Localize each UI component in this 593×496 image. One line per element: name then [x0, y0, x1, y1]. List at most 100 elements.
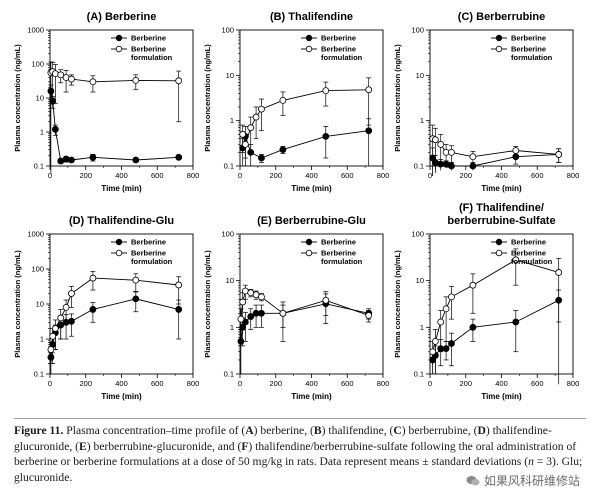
y-axis-label: Plasma concentration (ng/mL) [203, 44, 212, 152]
series-formulation [47, 271, 183, 364]
error-bar [63, 299, 69, 323]
legend-label: Berberine [321, 34, 356, 43]
data-point [512, 147, 520, 154]
data-point [132, 156, 140, 164]
x-axis-label: Time (min) [101, 184, 142, 193]
data-point [555, 151, 563, 158]
caption-label: Figure 11. [14, 424, 64, 437]
caption-segment: Plasma concentration–time profile of ( [63, 424, 246, 437]
error-bar [253, 106, 259, 140]
error-bar [513, 310, 519, 353]
caption-text: Figure 11. Plasma concentration–time pro… [14, 418, 588, 485]
data-point [258, 105, 265, 113]
caption-segment: ) thalifendine-glucuronide, ( [14, 424, 552, 453]
data-point [252, 113, 260, 121]
data-point [247, 313, 255, 320]
x-tick-label: 600 [341, 171, 354, 180]
x-tick-label: 0 [428, 379, 432, 388]
x-axis-label: Time (min) [101, 392, 142, 401]
x-tick-label: 200 [79, 171, 92, 180]
caption-segment: D [477, 424, 486, 437]
y-tick-label: 1 [40, 128, 44, 137]
data-point [175, 281, 183, 289]
error-bar [448, 286, 454, 320]
data-point [175, 153, 183, 161]
legend-marker [115, 34, 123, 42]
legend-label: Berberine [511, 34, 546, 43]
legend-label: Berberine [511, 249, 546, 258]
error-bar [470, 273, 476, 314]
x-axis-label: Time (min) [481, 184, 522, 193]
y-tick-label: 100 [31, 265, 44, 274]
data-point [237, 315, 245, 323]
y-tick-label: 100 [411, 26, 424, 35]
error-bar [48, 61, 54, 174]
data-point [247, 124, 255, 132]
legend-label: Berberine [131, 34, 166, 43]
data-point [175, 77, 183, 85]
error-bar [240, 124, 246, 153]
x-tick-label: 800 [567, 171, 580, 180]
series-berberine [237, 293, 373, 374]
x-tick-label: 400 [305, 379, 318, 388]
legend-marker [115, 249, 123, 257]
error-bar [448, 332, 454, 367]
legend-marker [115, 238, 123, 246]
caption-segment: = 3). Glu; glucuronide. [14, 455, 583, 484]
y-tick-label: 10 [36, 94, 44, 103]
error-bar [323, 81, 329, 107]
data-point [279, 96, 287, 104]
x-tick-label: 600 [531, 379, 544, 388]
y-tick-label: 10 [36, 300, 44, 309]
data-point [132, 295, 140, 303]
y-tick-label: 0.1 [224, 162, 234, 171]
y-tick-label: 1 [230, 323, 234, 332]
legend-marker [495, 238, 503, 246]
chart-title: (D) Thalifendine-Glu [69, 215, 174, 227]
y-tick-label: 0.1 [224, 370, 234, 379]
watermark: 如果风科研维修站 [462, 471, 583, 490]
x-tick-label: 0 [48, 171, 52, 180]
data-point [132, 76, 140, 84]
data-point [442, 305, 450, 313]
x-tick-label: 600 [151, 379, 164, 388]
data-point [429, 348, 437, 356]
x-axis-label: Time (min) [291, 184, 332, 193]
y-axis-label: Plasma concentration (ng/mL) [393, 44, 402, 152]
y-tick-label: 10 [226, 71, 234, 80]
data-point [365, 86, 373, 94]
data-point [431, 337, 439, 345]
error-bar [176, 299, 182, 340]
x-tick-label: 400 [305, 171, 318, 180]
data-point [431, 136, 439, 144]
data-point [68, 75, 75, 83]
series-line [240, 303, 369, 342]
series-formulation [429, 248, 563, 385]
y-tick-label: 0.1 [34, 370, 44, 379]
chart-title: (C) Berberrubine [458, 11, 545, 23]
error-bar [443, 296, 449, 342]
caption-segment: E [79, 439, 87, 453]
legend-label: Berberine [321, 45, 356, 54]
y-tick-label: 1 [40, 335, 44, 344]
caption-segment: ) berberrubine, ( [401, 424, 478, 437]
legend-marker [305, 238, 313, 246]
data-point [469, 323, 477, 331]
x-tick-label: 800 [377, 379, 390, 388]
legend-label: Berberine [131, 238, 166, 247]
error-bar [513, 248, 519, 286]
series-formulation [239, 77, 373, 166]
legend-label: Berberine [321, 249, 356, 258]
data-point [68, 317, 75, 325]
data-point [448, 162, 455, 170]
data-point [437, 318, 445, 326]
x-tick-label: 800 [567, 379, 580, 388]
chart-panel-a: (A) Berberine 0.1 1 10 100 1000 0 200 400 600 800 T… [13, 11, 199, 193]
legend-label-cont: formulation [321, 257, 363, 266]
legend-label-cont: formulation [131, 53, 173, 62]
data-point [49, 332, 57, 340]
chart-title: berberrubine-Sulfate [447, 215, 555, 227]
